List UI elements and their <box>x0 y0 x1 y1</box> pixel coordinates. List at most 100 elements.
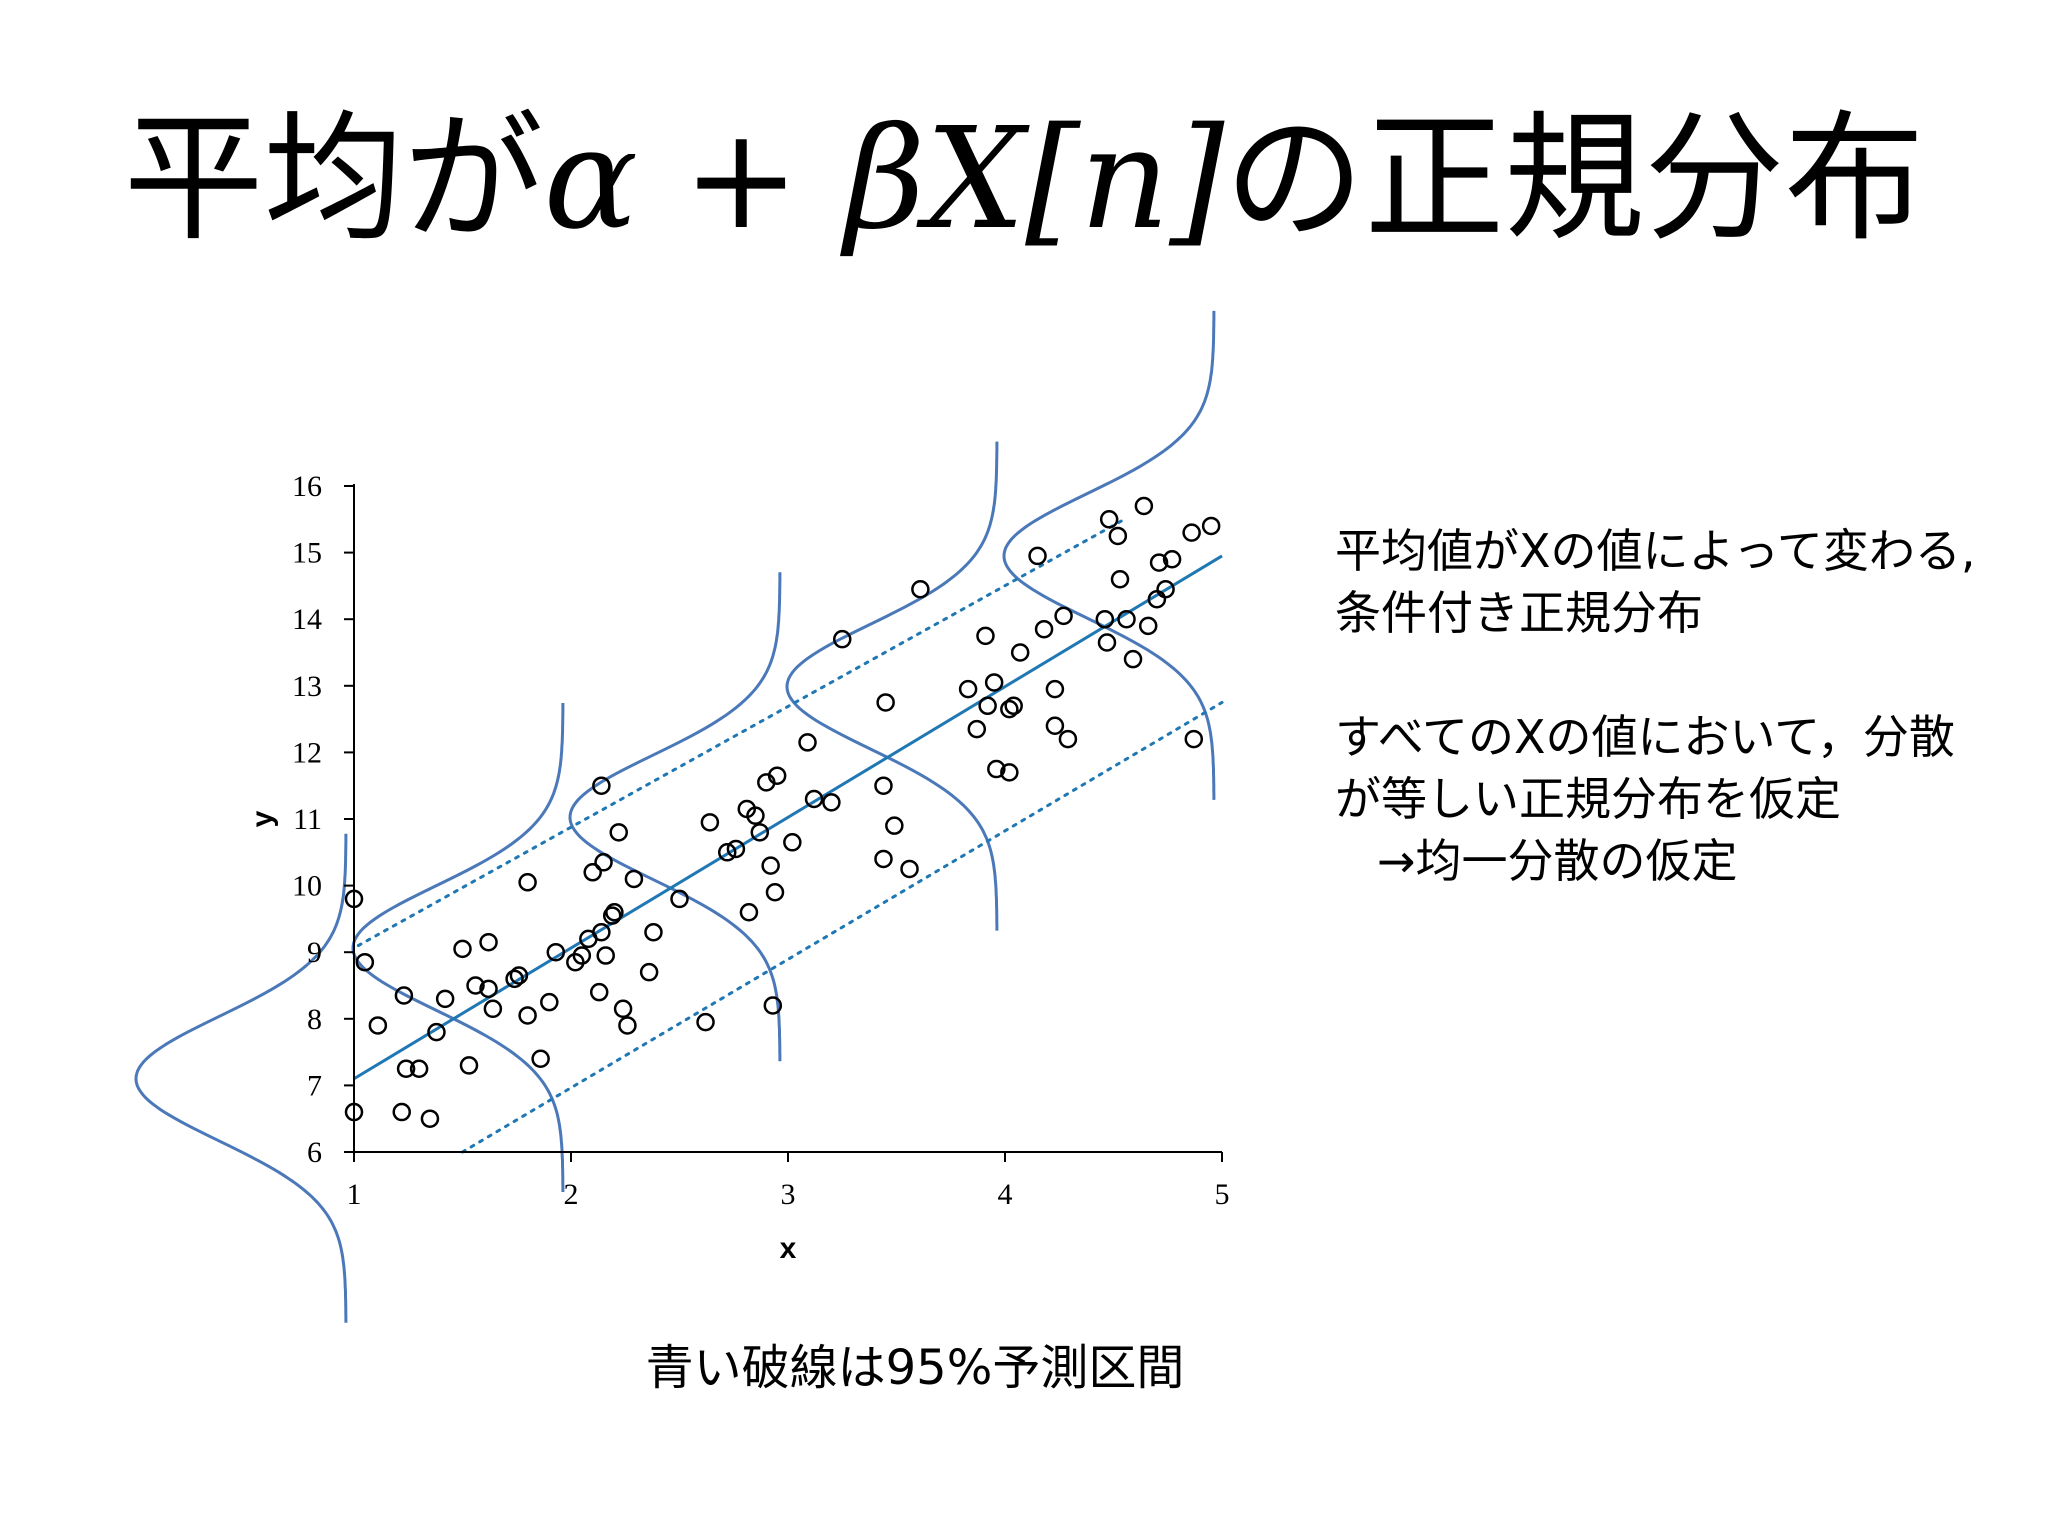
normal-curve <box>134 833 348 1323</box>
data-point <box>1004 696 1023 716</box>
data-point <box>1117 609 1136 629</box>
data-point <box>1058 729 1078 749</box>
data-point <box>505 969 524 989</box>
prediction-interval-lines <box>356 517 1224 1154</box>
data-point <box>613 999 633 1019</box>
data-point <box>696 1012 715 1032</box>
y-tick-label: 7 <box>307 1069 322 1102</box>
data-point <box>427 1022 446 1042</box>
data-point <box>833 629 852 649</box>
y-tick-label: 16 <box>292 470 322 503</box>
data-point <box>583 863 602 882</box>
note-line-2: 条件付き正規分布 <box>1335 586 1703 640</box>
data-point <box>976 626 995 646</box>
data-point <box>911 579 930 599</box>
data-point <box>344 1102 364 1122</box>
x-tick-label: 3 <box>781 1178 796 1211</box>
y-axis-label: y <box>246 810 279 827</box>
caption: 青い破線は95%予測区間 <box>645 1340 1185 1396</box>
regression-line-group <box>353 554 1223 1081</box>
data-point <box>885 816 904 835</box>
title-suffix: の正規分布 <box>1224 98 1925 261</box>
data-point <box>1156 579 1175 599</box>
data-points <box>344 496 1221 1128</box>
data-point <box>592 776 611 795</box>
data-point <box>459 1056 479 1075</box>
data-point <box>1028 546 1047 566</box>
data-point <box>763 996 783 1015</box>
data-point <box>624 869 644 889</box>
data-point <box>594 853 613 872</box>
data-point <box>396 1059 416 1078</box>
data-point <box>602 906 622 925</box>
prediction-interval-upper <box>356 517 1126 948</box>
data-point <box>765 883 785 902</box>
data-point <box>392 1102 411 1122</box>
data-point <box>746 806 765 825</box>
data-point <box>900 859 919 879</box>
data-point <box>726 839 746 859</box>
data-point <box>967 719 987 739</box>
data-point <box>1034 619 1054 639</box>
data-point <box>978 696 997 716</box>
data-point <box>1138 616 1158 636</box>
title-formula: α + βX[n] <box>543 98 1225 261</box>
explanation-text: 平均値がXの値によって変わる, 条件付き正規分布 すべてのXの値において，分散 … <box>1335 520 1975 892</box>
data-point <box>1045 679 1065 699</box>
y-tick-label: 11 <box>293 803 322 836</box>
data-point <box>1134 496 1154 516</box>
data-point <box>750 823 770 842</box>
data-point <box>453 939 472 959</box>
data-point <box>822 793 841 812</box>
data-point <box>518 1006 537 1025</box>
data-point <box>344 889 364 909</box>
x-tick-label: 2 <box>564 1178 579 1211</box>
data-point <box>1182 523 1201 542</box>
data-point <box>1123 649 1143 669</box>
data-point <box>1108 526 1128 546</box>
data-point <box>1054 606 1073 626</box>
data-point <box>1110 569 1130 589</box>
data-point <box>1095 609 1115 629</box>
note-line-3: すべてのXの値において，分散 <box>1335 710 1955 764</box>
data-point <box>355 952 375 972</box>
normal-curve <box>568 572 782 1062</box>
data-point <box>1045 716 1065 736</box>
data-point <box>987 759 1006 779</box>
note-line-1: 平均値がXの値によって変わる, <box>1335 524 1976 578</box>
data-point <box>566 952 585 972</box>
data-point <box>589 982 609 1002</box>
y-tick-label: 12 <box>292 736 322 769</box>
data-point <box>479 979 498 999</box>
data-point <box>368 1016 388 1035</box>
data-point <box>605 902 624 922</box>
data-point <box>466 976 485 995</box>
data-point <box>479 932 498 952</box>
data-point <box>592 922 611 942</box>
data-point <box>394 986 414 1005</box>
data-point <box>1149 553 1169 572</box>
data-point <box>1010 643 1030 662</box>
data-point <box>874 849 893 869</box>
data-point <box>984 673 1004 692</box>
data-point <box>1201 516 1221 536</box>
data-point <box>420 1109 440 1128</box>
y-tick-label: 14 <box>292 603 322 636</box>
data-point <box>876 693 895 712</box>
title-prefix: 平均が <box>123 98 544 261</box>
data-point <box>509 966 529 985</box>
y-tick-label: 15 <box>292 537 322 570</box>
data-point <box>644 922 663 942</box>
data-point <box>1099 510 1119 529</box>
data-point <box>546 942 566 962</box>
y-tick-label: 10 <box>292 870 322 903</box>
normal-curve <box>1002 310 1216 800</box>
data-point <box>783 833 802 852</box>
normal-curve <box>785 441 999 931</box>
note-line-5: →均一分散の仮定 <box>1377 834 1738 888</box>
data-point <box>804 789 824 809</box>
y-tick-label: 9 <box>307 936 322 969</box>
data-point <box>531 1049 550 1069</box>
